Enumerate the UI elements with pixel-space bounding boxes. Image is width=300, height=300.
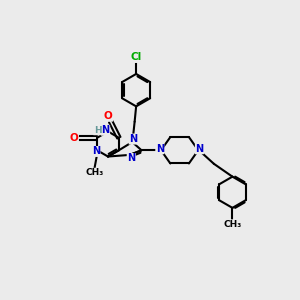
Text: N: N xyxy=(127,154,135,164)
Text: Cl: Cl xyxy=(130,52,142,62)
Text: O: O xyxy=(70,133,78,143)
Text: N: N xyxy=(101,125,110,135)
Text: N: N xyxy=(156,144,164,154)
Text: H: H xyxy=(94,126,101,135)
Text: CH₃: CH₃ xyxy=(223,220,242,229)
Text: O: O xyxy=(104,111,112,121)
Text: N: N xyxy=(195,144,203,154)
Text: N: N xyxy=(92,146,100,157)
Text: CH₃: CH₃ xyxy=(85,168,104,177)
Text: N: N xyxy=(129,134,137,144)
